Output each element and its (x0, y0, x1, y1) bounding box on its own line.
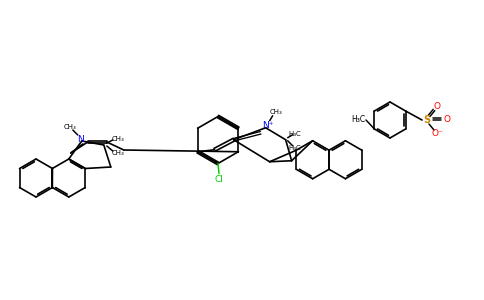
Text: H₃C: H₃C (288, 145, 301, 151)
Text: CH₃: CH₃ (63, 124, 76, 130)
Text: Cl: Cl (214, 175, 224, 184)
Text: O: O (434, 103, 440, 112)
Text: H₃C: H₃C (351, 116, 365, 124)
Text: N⁺: N⁺ (262, 121, 273, 130)
Text: N: N (77, 136, 84, 145)
Text: CH₃: CH₃ (111, 150, 124, 156)
Text: CH₃: CH₃ (111, 136, 124, 142)
Text: O⁻: O⁻ (431, 130, 443, 139)
Text: O: O (443, 115, 451, 124)
Text: S: S (424, 115, 431, 125)
Text: CH₃: CH₃ (269, 109, 282, 115)
Text: H₃C: H₃C (288, 131, 301, 137)
